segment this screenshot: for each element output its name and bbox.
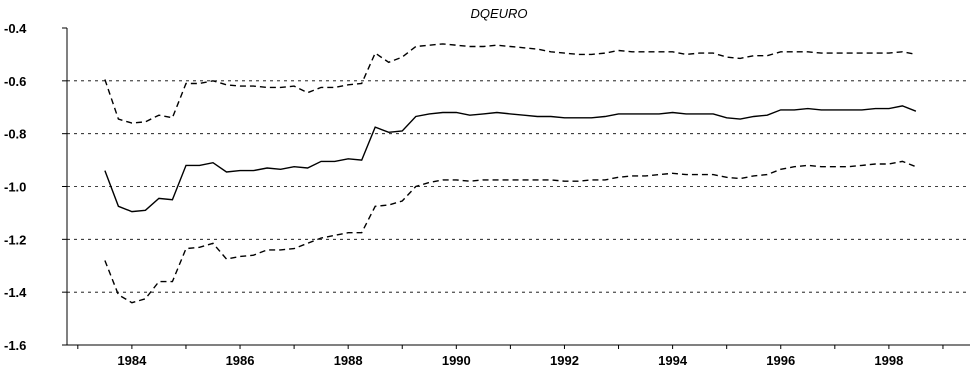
- x-tick-label: 1998: [874, 353, 903, 368]
- y-tick-label: -1.0: [4, 180, 26, 195]
- chart-title: DQEURO: [470, 6, 527, 21]
- y-tick-label: -0.8: [4, 127, 26, 142]
- y-tick-label: -1.6: [4, 338, 26, 353]
- series-lines: [104, 43, 917, 304]
- y-tick-label: -0.4: [4, 21, 27, 36]
- series-upper-band-line: [104, 43, 917, 124]
- x-tick-label: 1986: [226, 353, 255, 368]
- series-estimate-line: [104, 105, 917, 213]
- x-tick-label: 1984: [117, 353, 147, 368]
- y-tick-label: -0.6: [4, 74, 26, 89]
- y-tick-labels: -0.4 -0.6 -0.8 -1.0 -1.2 -1.4 -1.6: [4, 21, 27, 353]
- y-tick-label: -1.2: [4, 232, 26, 247]
- x-tick-label: 1994: [658, 353, 688, 368]
- axes: [62, 27, 970, 349]
- x-tick-label: 1996: [766, 353, 795, 368]
- x-tick-labels: 1984 1986 1988 1990 1992 1994 1996 1998: [117, 353, 903, 368]
- x-tick-label: 1992: [550, 353, 579, 368]
- x-tick-label: 1990: [442, 353, 471, 368]
- y-tick-label: -1.4: [4, 285, 27, 300]
- x-tick-label: 1988: [334, 353, 363, 368]
- series-lower-band-line: [104, 160, 917, 304]
- gridlines: [67, 80, 970, 293]
